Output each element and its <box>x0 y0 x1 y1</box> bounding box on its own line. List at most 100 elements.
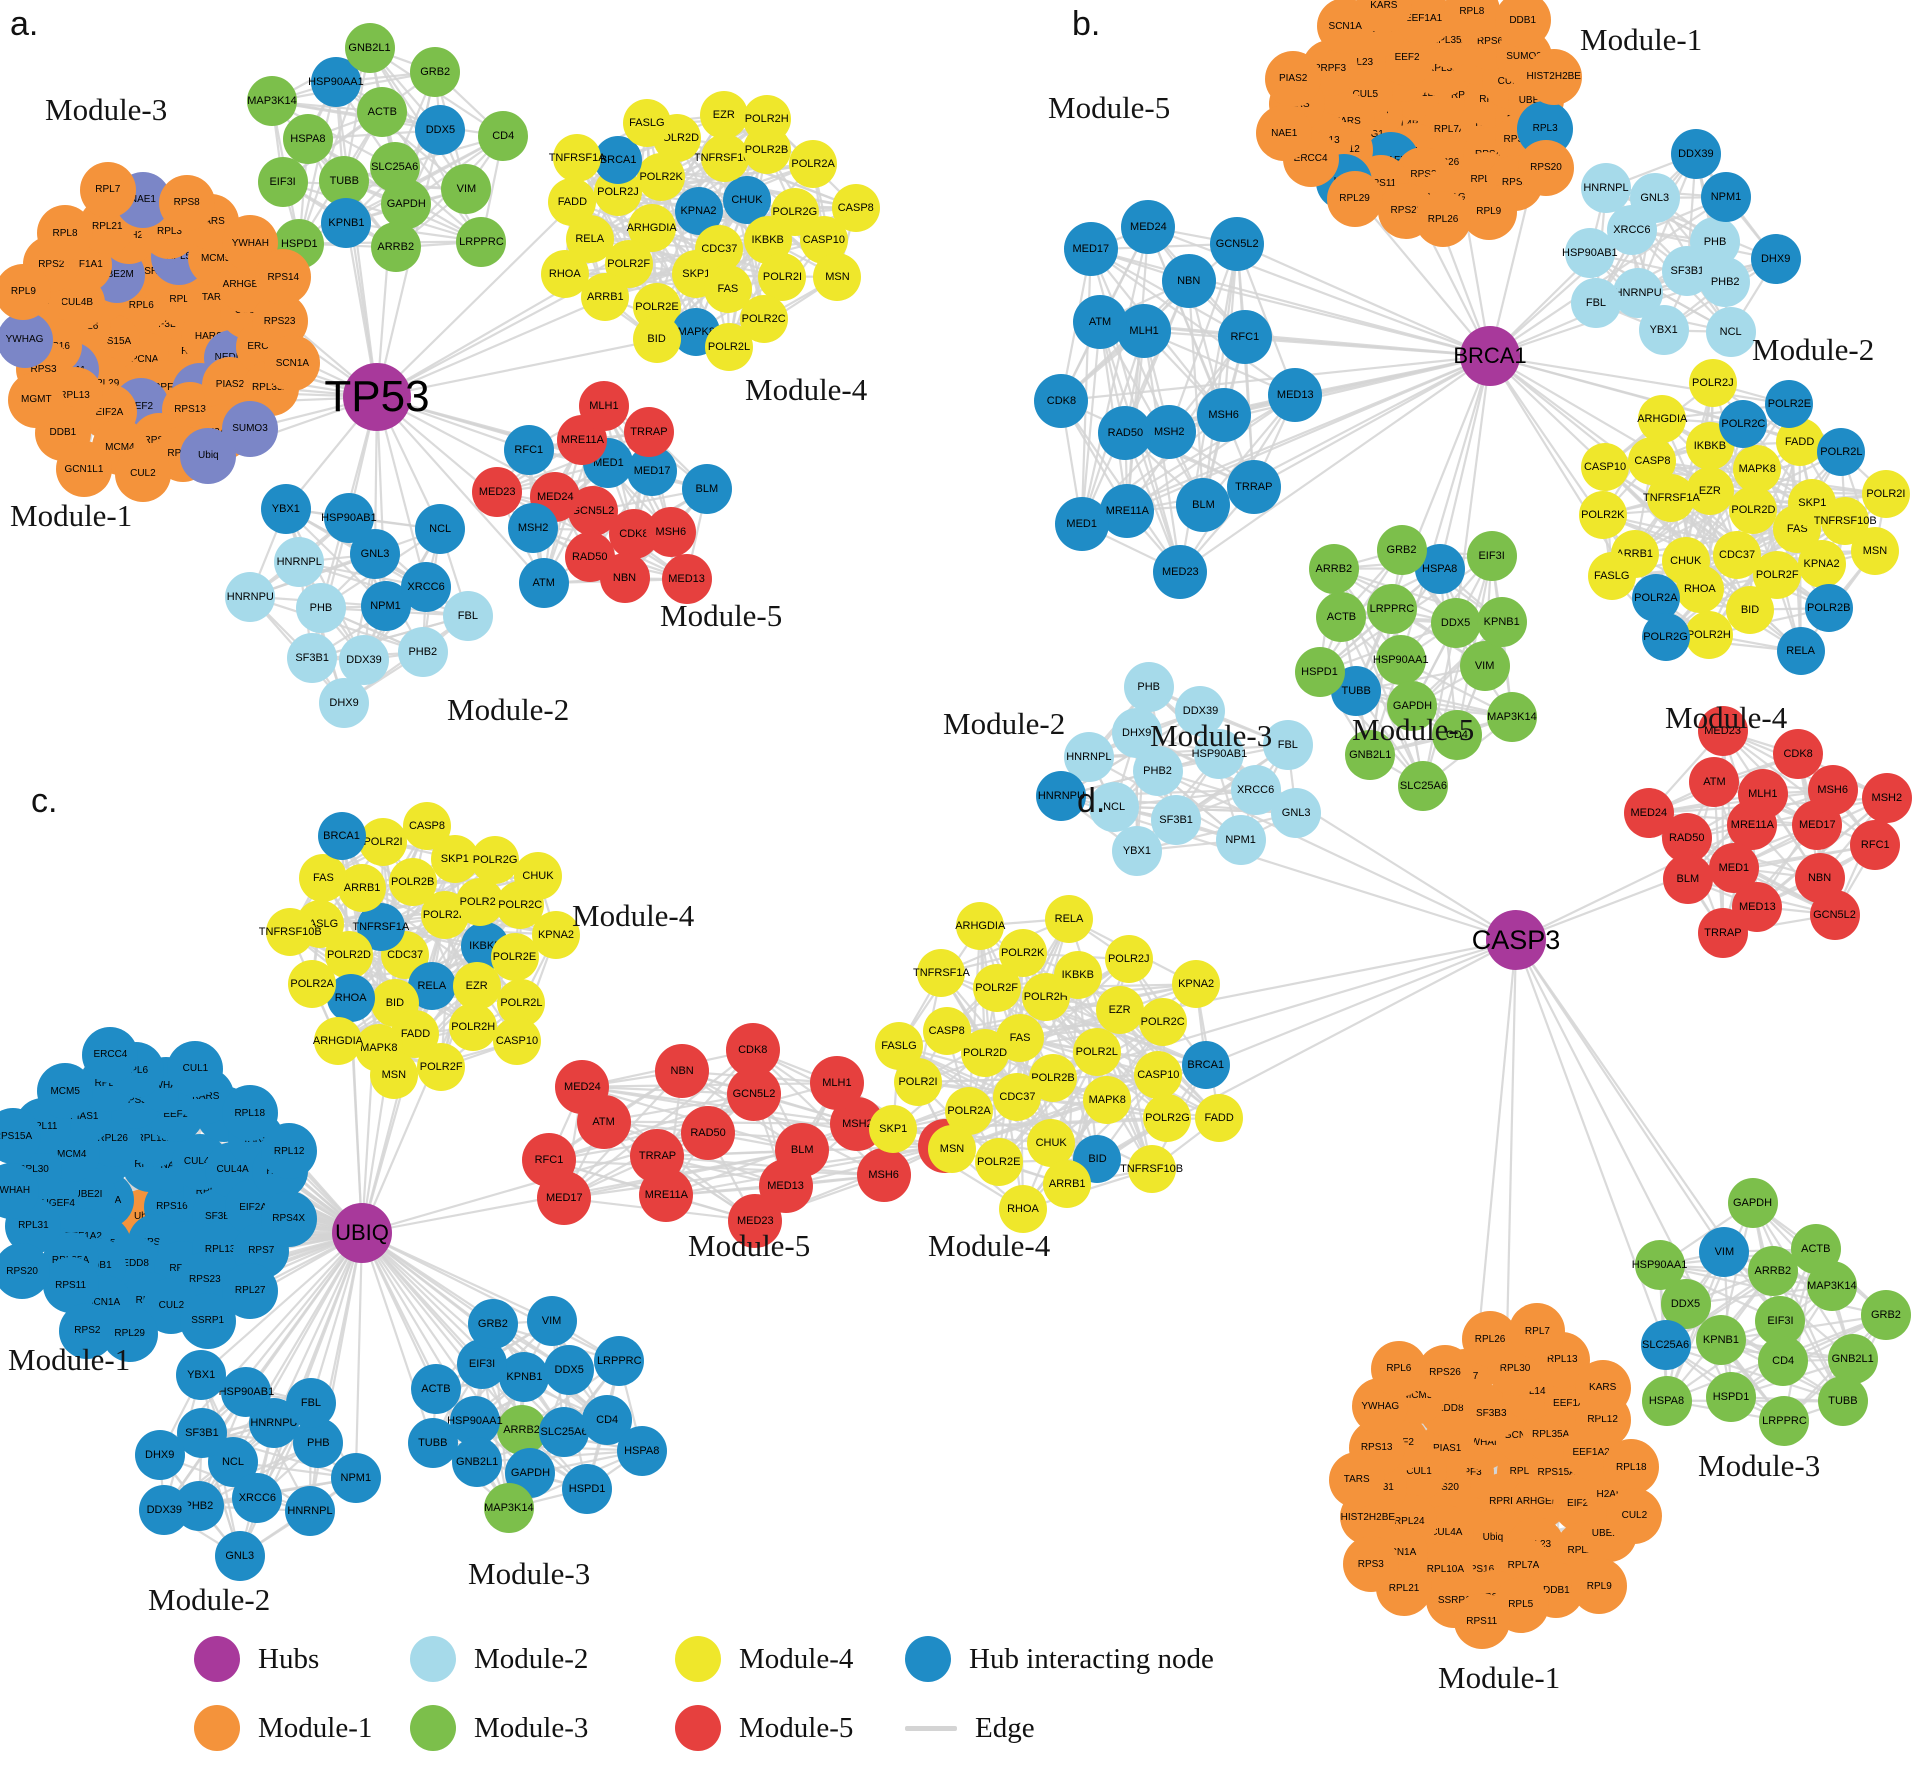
node-label: CASP8 <box>1634 455 1671 468</box>
network-node: MSH6 <box>645 507 696 558</box>
node-label: DDX5 <box>1440 617 1471 630</box>
network-node: HSPA8 <box>282 113 333 164</box>
node-label: YBX1 <box>1122 844 1151 857</box>
edge <box>361 1232 523 1431</box>
network-node: CASP10 <box>1581 443 1630 492</box>
node-label: RPS20 <box>1530 162 1562 174</box>
node-label: HSP90AB1 <box>218 1385 275 1398</box>
network-node: MED17 <box>1063 222 1118 277</box>
node-label: MAPK8 <box>1738 462 1776 475</box>
edge <box>752 1049 885 1177</box>
network-node: POLR2I <box>758 252 807 301</box>
node-label: MLH1 <box>1748 787 1778 800</box>
node-label: MED24 <box>1630 807 1668 820</box>
network-node: GAPDH <box>1727 1177 1778 1228</box>
network-node: HSP90AA1 <box>1632 1240 1687 1291</box>
network-node: POLR2K <box>1578 490 1627 539</box>
node-label: PHB <box>1137 681 1160 694</box>
node-label: MED24 <box>564 1080 601 1093</box>
node-label: EEF1A1 <box>1404 12 1443 24</box>
hub-label: BRCA1 <box>1453 343 1527 368</box>
network-node: MAP3K14 <box>1486 691 1537 742</box>
network-node: MAP3K14 <box>483 1483 534 1534</box>
node-label: CDK8 <box>1046 394 1077 407</box>
node-label: YBX1 <box>1649 324 1678 337</box>
node-label: XRCC6 <box>1613 223 1651 236</box>
node-label: CD4 <box>492 130 515 143</box>
node-label: POLR2E <box>635 300 679 313</box>
edge <box>1489 354 1790 406</box>
network-node: GRB2 <box>1376 524 1427 575</box>
network-node: TUBB <box>407 1417 458 1468</box>
node-label: YWHAH <box>0 1185 31 1197</box>
node-label: HSPD1 <box>568 1482 606 1495</box>
node-label: CASP8 <box>408 820 446 833</box>
node-label: GAPDH <box>386 198 426 211</box>
node-label: VIM <box>541 1314 562 1327</box>
edge <box>1515 939 1726 1253</box>
node-label: ACTB <box>1326 610 1357 623</box>
network-node: POLR2A <box>288 960 337 1009</box>
hub-node <box>1486 910 1546 970</box>
legend-label: Module-1 <box>258 1711 373 1744</box>
node-label: POLR2J <box>459 895 502 908</box>
network-node: YBX1 <box>1638 305 1689 356</box>
module-label: Module-3 <box>1698 1448 1821 1483</box>
node-label: CHUK <box>731 194 763 207</box>
node-label: EIF3I <box>269 175 296 188</box>
edge <box>376 199 748 398</box>
legend-label: Module-2 <box>474 1642 589 1675</box>
node-label: DHX9 <box>1122 727 1152 740</box>
node-label: KPNB1 <box>1702 1334 1739 1347</box>
node-label: CDC37 <box>999 1090 1036 1103</box>
node-label: POLR2C <box>498 899 543 912</box>
network-node: TUBB <box>1817 1376 1868 1427</box>
node-label: CUL4A <box>216 1164 249 1176</box>
network-node: VIM <box>526 1295 577 1346</box>
network-node: GCN5L2 <box>1809 889 1860 940</box>
node-label: RFC1 <box>534 1154 564 1167</box>
edge <box>1515 824 1753 941</box>
node-label: MED24 <box>1130 221 1167 234</box>
network-node: DHX9 <box>319 677 370 728</box>
node-label: MCM4 <box>57 1148 87 1160</box>
node-label: FADD <box>400 1027 431 1040</box>
node-label: RPL18 <box>1616 1461 1647 1473</box>
node-label: POLR2E <box>977 1156 1021 1169</box>
network-node: ARHGDIA <box>955 901 1005 950</box>
network-node: BLM <box>681 464 732 515</box>
node-label: SSRP1 <box>191 1315 225 1327</box>
node-label: POLR2H <box>451 1021 496 1034</box>
edge <box>1061 795 1517 942</box>
node-label: POLR2D <box>963 1046 1008 1059</box>
network-node: POLR2I <box>1861 470 1910 519</box>
node-label: HSP90AB1 <box>1562 247 1618 260</box>
node-label: KPNA2 <box>1178 978 1215 991</box>
node-label: MED13 <box>668 573 705 586</box>
network-node: EZR <box>699 91 748 140</box>
node-label: POLR2H <box>1686 628 1731 641</box>
node-label: EZR <box>1108 1004 1131 1017</box>
node-label: NPM1 <box>1225 834 1256 847</box>
node-label: BID <box>1740 603 1760 616</box>
node-label: GAPDH <box>510 1467 551 1480</box>
node-label: FASLG <box>881 1040 917 1053</box>
legend-label: Hubs <box>258 1642 320 1675</box>
module-label: Module-5 <box>1352 712 1475 747</box>
network-node: DDB1 <box>1494 0 1551 49</box>
node-label: FAS <box>313 872 334 885</box>
node-label: CASP10 <box>1137 1068 1180 1081</box>
node-label: FBL <box>457 609 478 622</box>
node-label: EZR <box>1698 484 1721 497</box>
network-node: YBX1 <box>1111 825 1162 876</box>
node-label: XRCC6 <box>1236 783 1275 796</box>
node-label: YWHAG <box>5 334 44 346</box>
node-label: CHUK <box>1035 1137 1067 1150</box>
edge <box>1080 321 1102 525</box>
node-label: POLR2A <box>1634 591 1678 604</box>
network-node: ARRB2 <box>370 222 421 273</box>
node-label: EIF3I <box>468 1357 496 1370</box>
node-label: MED17 <box>633 464 671 477</box>
network-node: ACTB <box>410 1364 461 1415</box>
network-node: MED24 <box>555 1059 610 1114</box>
